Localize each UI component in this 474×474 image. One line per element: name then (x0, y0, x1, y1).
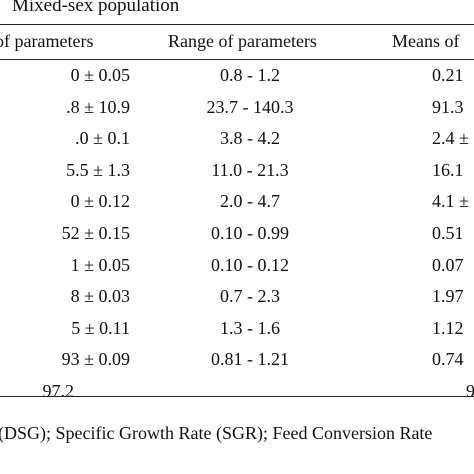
mean-sd-cell: 1 ± 0.05 (70, 254, 130, 275)
means-cell: 1.97 (432, 286, 464, 307)
header-rule-top (0, 24, 474, 25)
table-row: 0 ± 0.12 2.0 - 4.7 4.1 ± (0, 186, 474, 218)
table-row: 8 ± 0.03 0.7 - 2.3 1.97 (0, 281, 474, 313)
mean-sd-cell: 52 ± 0.15 (61, 222, 130, 243)
mean-sd-cell: 5 ± 0.11 (71, 317, 130, 338)
table-row: 5 ± 0.11 1.3 - 1.6 1.12 (0, 313, 474, 345)
column-header-means: Means of (392, 31, 460, 51)
table-row: 1 ± 0.05 0.10 - 0.12 0.07 (0, 250, 474, 282)
means-cell: 0.07 (432, 254, 464, 275)
range-cell: 3.8 - 4.2 (220, 128, 280, 149)
table-body: 0 ± 0.05 0.8 - 1.2 0.21 .8 ± 10.9 23.7 -… (0, 60, 474, 408)
range-cell: 23.7 - 140.3 (206, 96, 294, 117)
means-cell: 0.51 (432, 222, 464, 243)
means-cell: 0.74 (432, 349, 464, 370)
table-row: .0 ± 0.1 3.8 - 4.2 2.4 ± (0, 123, 474, 155)
mean-sd-cell: 5.5 ± 1.3 (66, 159, 130, 180)
mean-sd-cell: 8 ± 0.03 (70, 286, 130, 307)
range-cell: 0.10 - 0.12 (211, 254, 289, 275)
table-bottom-rule (0, 396, 474, 397)
means-cell: 16.1 (432, 159, 464, 180)
range-cell: 11.0 - 21.3 (211, 159, 289, 180)
mean-sd-cell: .0 ± 0.1 (75, 128, 130, 149)
group-title: Mixed-sex population (12, 0, 180, 16)
table-footnote: (DSG); Specific Growth Rate (SGR); Feed … (0, 423, 433, 443)
table-row: 93 ± 0.09 0.81 - 1.21 0.74 (0, 344, 474, 376)
mean-sd-cell: 0 ± 0.05 (70, 65, 130, 85)
mean-sd-cell: 93 ± 0.09 (61, 349, 130, 370)
header-rule-bottom (0, 59, 474, 60)
column-header-parameters: of parameters (0, 31, 94, 51)
means-cell: 4.1 ± (432, 191, 469, 212)
means-cell: 1.12 (432, 317, 464, 338)
means-cell: 9 (466, 380, 474, 401)
range-cell: 0.7 - 2.3 (220, 286, 280, 307)
mean-sd-cell: 97.2 (42, 380, 75, 401)
table-row-total: 97.2 9 (0, 376, 474, 408)
range-cell: 0.81 - 1.21 (211, 349, 289, 370)
table-row: 52 ± 0.15 0.10 - 0.99 0.51 (0, 218, 474, 250)
table-row: .8 ± 10.9 23.7 - 140.3 91.3 (0, 92, 474, 124)
range-cell: 2.0 - 4.7 (220, 191, 280, 212)
table-row: 0 ± 0.05 0.8 - 1.2 0.21 (0, 60, 474, 92)
range-cell: 0.8 - 1.2 (220, 65, 280, 85)
table-row: 5.5 ± 1.3 11.0 - 21.3 16.1 (0, 155, 474, 187)
range-cell: 0.10 - 0.99 (211, 222, 289, 243)
mean-sd-cell: .8 ± 10.9 (66, 96, 130, 117)
column-header-range: Range of parameters (168, 31, 317, 51)
means-cell: 91.3 (432, 96, 464, 117)
means-cell: 0.21 (432, 65, 464, 85)
mean-sd-cell: 0 ± 0.12 (70, 191, 130, 212)
range-cell: 1.3 - 1.6 (220, 317, 280, 338)
means-cell: 2.4 ± (432, 128, 469, 149)
